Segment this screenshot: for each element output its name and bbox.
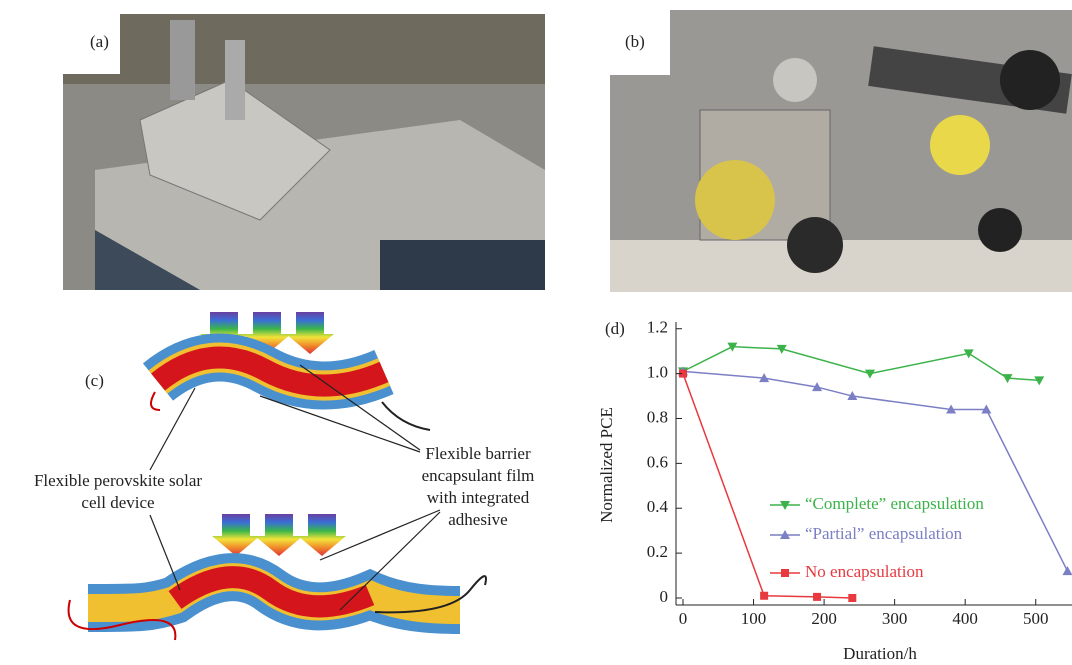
y-tick-label: 1.0: [647, 363, 668, 382]
figure: (a) (b) (c) Flexible perovskite solar ce…: [0, 0, 1072, 665]
panel-label: (a): [90, 32, 109, 51]
diagram-label: with integrated: [427, 488, 530, 507]
diagram-label: adhesive: [448, 510, 507, 529]
panel-label: (d): [605, 319, 625, 338]
x-tick-label: 400: [952, 609, 978, 628]
x-tick-label: 200: [811, 609, 837, 628]
y-tick-label: 0.4: [647, 497, 669, 516]
marker: [848, 594, 856, 602]
marker: [760, 592, 768, 600]
x-tick-label: 0: [679, 609, 688, 628]
y-tick-label: 0.2: [647, 542, 668, 561]
x-tick-label: 300: [882, 609, 908, 628]
x-tick-label: 100: [741, 609, 767, 628]
diagram-label: Flexible perovskite solar: [34, 471, 202, 490]
y-tick-label: 0.6: [647, 452, 668, 471]
legend-marker: [781, 569, 789, 577]
panel-label: (b): [625, 32, 645, 51]
x-axis-label: Duration/h: [843, 644, 917, 663]
legend-label: No encapsulation: [805, 562, 924, 581]
marker: [1062, 566, 1072, 575]
marker: [813, 593, 821, 601]
diagram-label: cell device: [81, 493, 154, 512]
y-tick-label: 1.2: [647, 318, 668, 337]
photo-b: [610, 10, 1072, 292]
legend-label: “Partial” encapsulation: [805, 524, 963, 543]
marker: [865, 370, 875, 379]
diagram-label: Flexible barrier: [425, 444, 531, 463]
legend-label: “Complete” encapsulation: [805, 494, 984, 513]
y-axis-label: Normalized PCE: [597, 407, 616, 523]
panel-label: (c): [85, 371, 104, 390]
x-tick-label: 500: [1023, 609, 1049, 628]
y-tick-label: 0: [660, 587, 669, 606]
diagram-label: encapsulant film: [422, 466, 535, 485]
photo-a: [63, 14, 545, 290]
y-tick-label: 0.8: [647, 407, 668, 426]
